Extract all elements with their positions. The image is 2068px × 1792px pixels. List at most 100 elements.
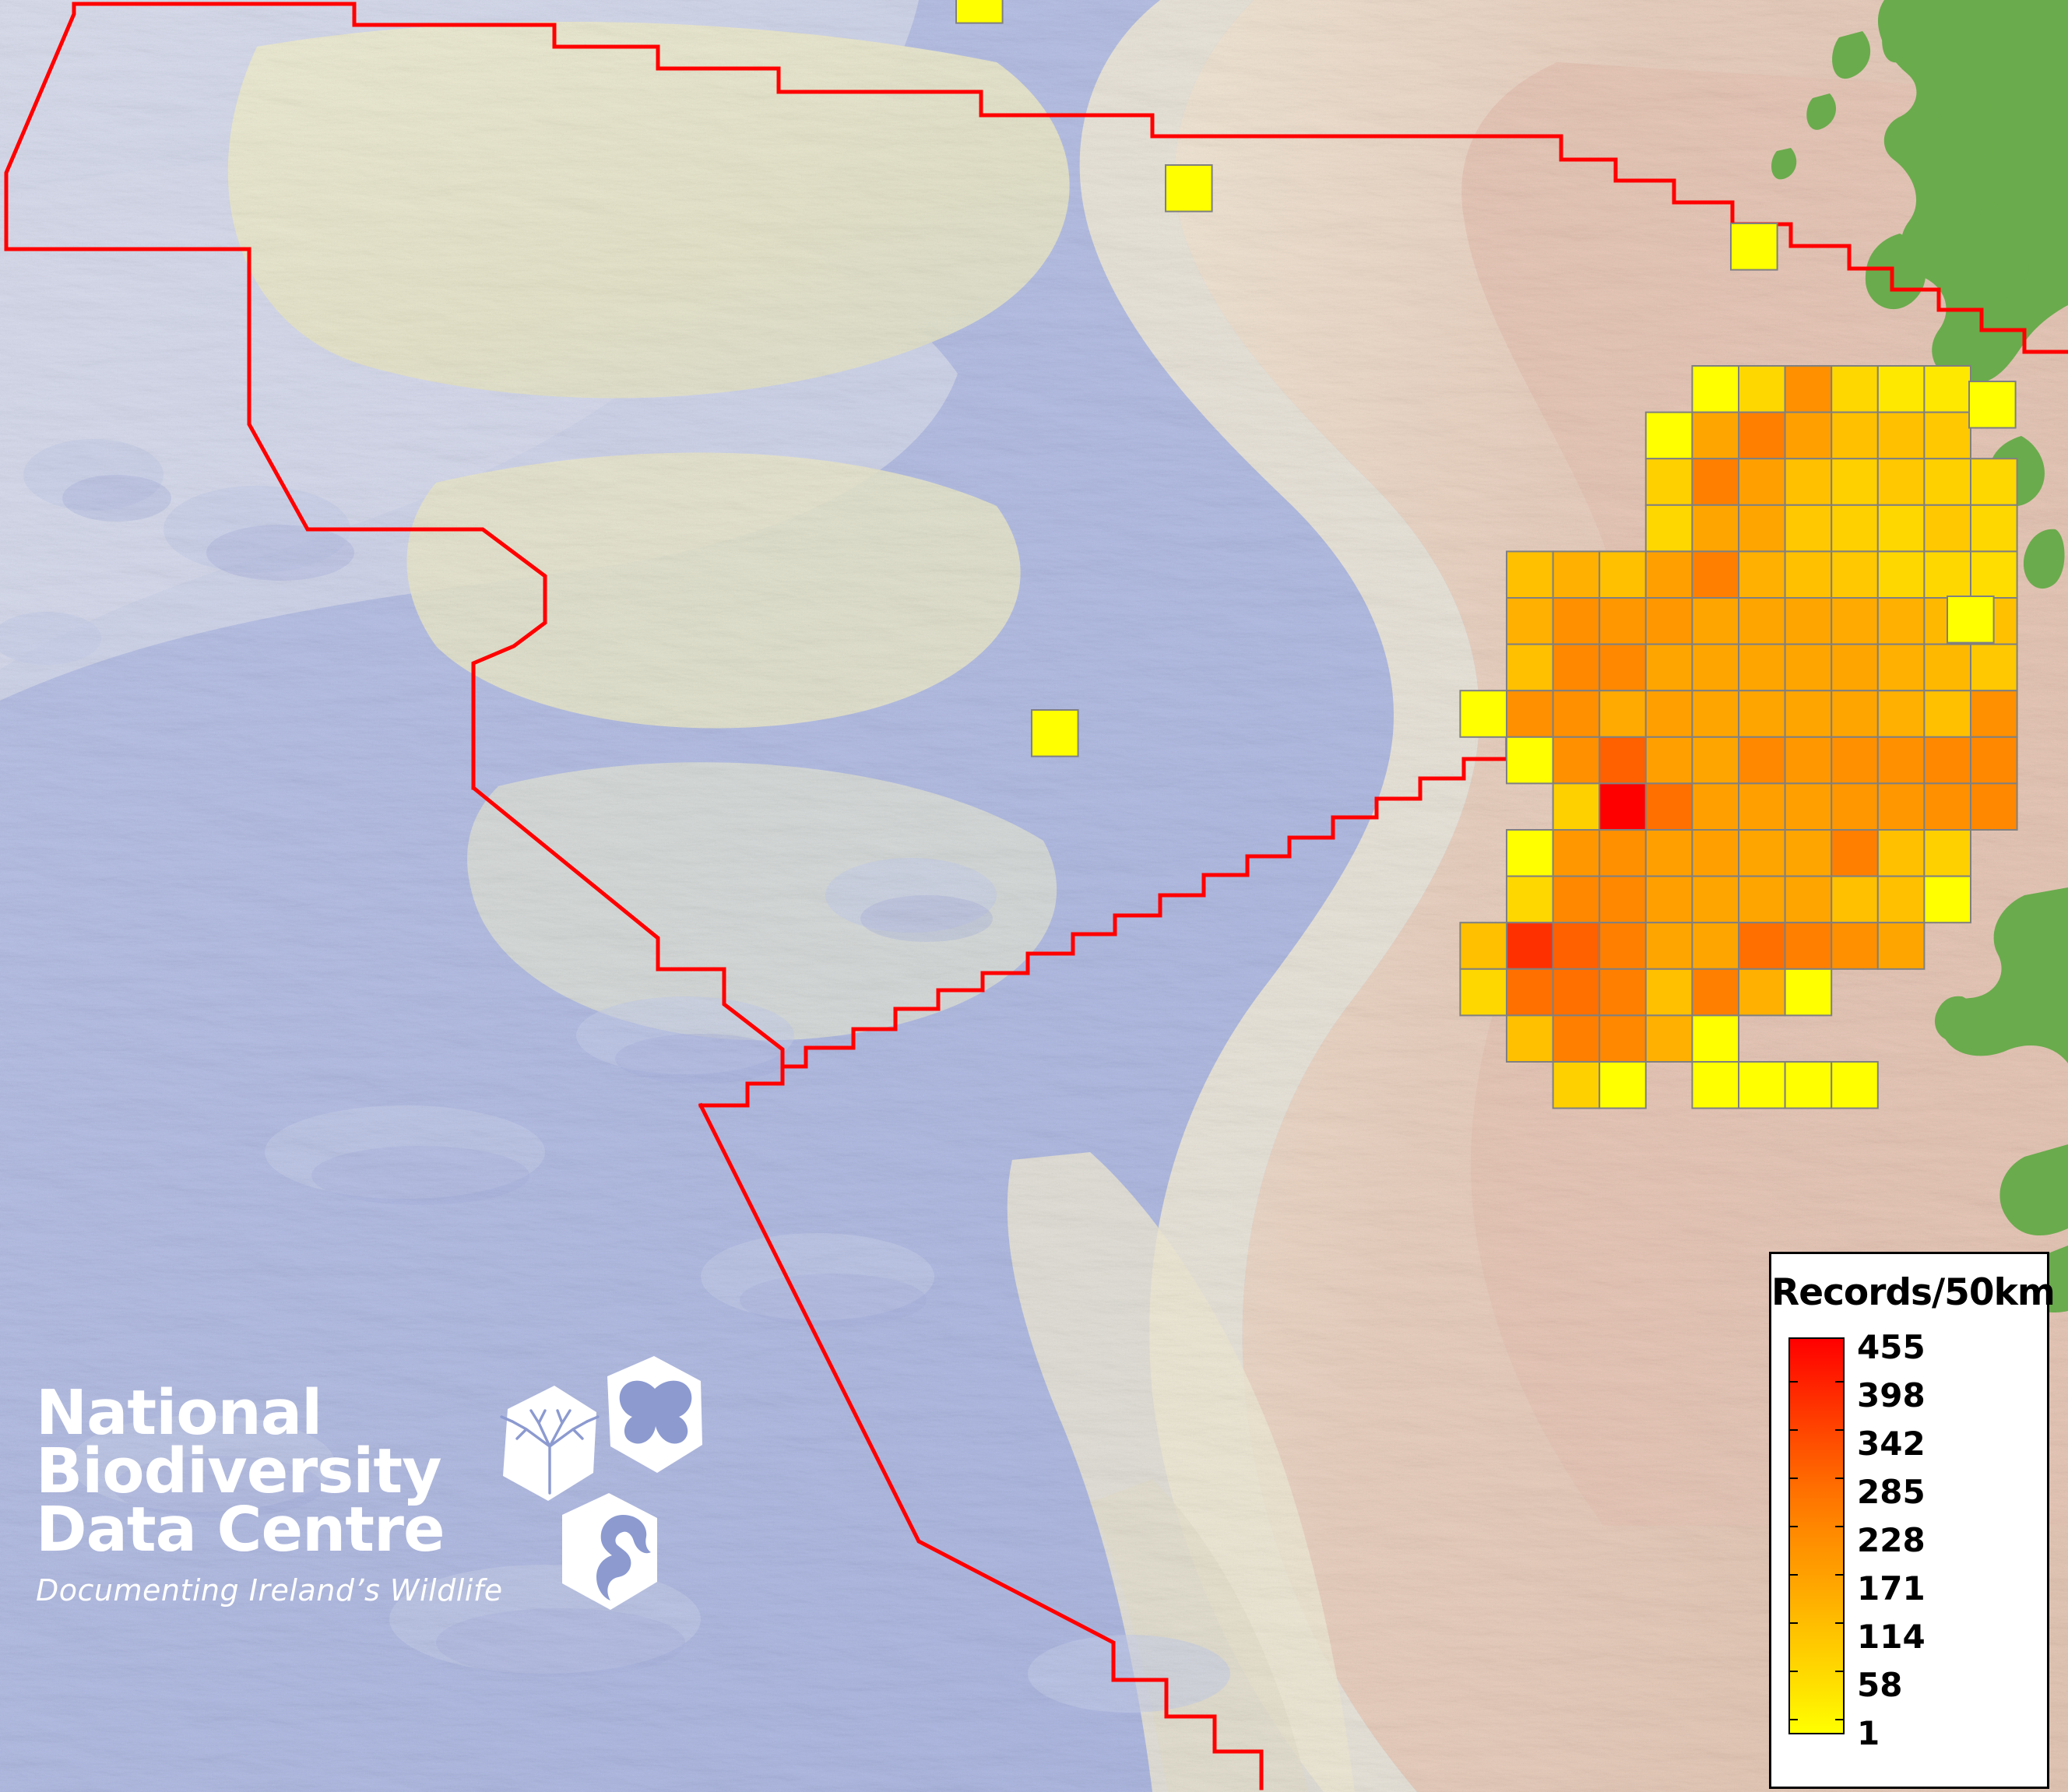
- logo-hexagon-marks: [500, 1356, 702, 1610]
- grid-cell: [1831, 1061, 1879, 1109]
- grid-cell: [1784, 968, 1833, 1017]
- grid-cell: [1459, 968, 1508, 1017]
- grid-cell: [1552, 922, 1601, 970]
- grid-cell: [1598, 643, 1647, 692]
- grid-cell: [1784, 597, 1833, 645]
- grid-cell: [1738, 875, 1786, 924]
- legend-label: 114: [1857, 1618, 1926, 1656]
- grid-cell: [1923, 736, 1971, 785]
- legend-label: 398: [1857, 1376, 1926, 1414]
- grid-cell: [1784, 365, 1833, 413]
- grid-cell: [1923, 550, 1971, 599]
- grid-cell: [1738, 736, 1786, 785]
- grid-cell: [1644, 597, 1693, 645]
- grid-cell: [1644, 550, 1693, 599]
- legend-label: 1: [1857, 1714, 1880, 1752]
- grid-cell: [1691, 458, 1739, 506]
- grid-cell: [1644, 968, 1693, 1017]
- grid-cell: [1831, 550, 1879, 599]
- grid-cell: [1644, 1014, 1693, 1063]
- grid-cell: [1552, 690, 1601, 738]
- grid-cell: [1784, 736, 1833, 785]
- grid-cell: [1784, 643, 1833, 692]
- grid-cell: [1738, 458, 1786, 506]
- grid-cell: [1598, 736, 1647, 785]
- grid-cell: [1923, 411, 1971, 460]
- grid-cell: [1506, 690, 1554, 738]
- legend-label: 285: [1857, 1473, 1926, 1511]
- grid-cell: [1459, 690, 1508, 738]
- grid-cell: [1691, 829, 1739, 877]
- grid-cell-outlier: [1730, 223, 1778, 271]
- grid-cell: [1691, 411, 1739, 460]
- grid-cell: [1831, 643, 1879, 692]
- grid-cell: [1784, 458, 1833, 506]
- grid-cell: [1506, 736, 1554, 785]
- grid-cell: [1644, 782, 1693, 831]
- grid-cell: [1831, 411, 1879, 460]
- grid-cell: [1784, 690, 1833, 738]
- grid-cell: [1784, 411, 1833, 460]
- grid-cell: [1784, 782, 1833, 831]
- grid-cell: [1644, 875, 1693, 924]
- grid-cell: [1970, 550, 2018, 599]
- grid-cell: [1876, 736, 1926, 785]
- grid-cell: [1738, 782, 1786, 831]
- grid-cell: [1831, 829, 1879, 877]
- grid-cell: [1831, 922, 1879, 970]
- grid-cell: [1552, 782, 1601, 831]
- grid-cell: [1691, 643, 1739, 692]
- logo-tagline: Documenting Ireland’s Wildlife: [36, 1573, 503, 1608]
- grid-cell: [1923, 690, 1971, 738]
- grid-cell: [1923, 782, 1971, 831]
- grid-cell: [1876, 643, 1926, 692]
- grid-cell: [1923, 875, 1971, 924]
- grid-cell: [1738, 922, 1786, 970]
- grid-cell: [1552, 968, 1601, 1017]
- grid-cell: [1970, 690, 2018, 738]
- grid-cell: [1552, 829, 1601, 877]
- legend-title: Records/50km: [1771, 1271, 2056, 1314]
- grid-cell-outlier: [1031, 709, 1079, 757]
- grid-cell: [1970, 736, 2018, 785]
- logo-line-3: Data Centre: [36, 1494, 445, 1566]
- grid-cell: [1506, 829, 1554, 877]
- grid-cell: [1691, 782, 1739, 831]
- grid-cell: [1598, 1014, 1647, 1063]
- grid-cell: [1506, 875, 1554, 924]
- grid-cell: [1876, 690, 1926, 738]
- grid-cell: [1738, 411, 1786, 460]
- grid-cell: [1876, 922, 1926, 970]
- grid-cell: [1459, 922, 1508, 970]
- grid-cell: [1970, 782, 2018, 831]
- grid-cell: [1506, 643, 1554, 692]
- grid-cell: [1598, 690, 1647, 738]
- grid-cell: [1598, 875, 1647, 924]
- grid-cell: [1691, 736, 1739, 785]
- grid-cell: [1876, 782, 1926, 831]
- grid-cell: [1691, 1014, 1739, 1063]
- grid-cell: [1738, 643, 1786, 692]
- legend-labels: 455 398 342 285 228 171 114 58 1: [1857, 1326, 2036, 1762]
- grid-cell: [1691, 875, 1739, 924]
- legend-label: 228: [1857, 1521, 1926, 1559]
- grid-cell: [1831, 504, 1879, 553]
- grid-cell: [1506, 922, 1554, 970]
- grid-cell: [1738, 1061, 1786, 1109]
- legend-color-ramp: [1788, 1337, 1845, 1734]
- grid-cell: [1784, 875, 1833, 924]
- grid-cell: [1691, 1061, 1739, 1109]
- grid-cell: [1644, 690, 1693, 738]
- grid-cell: [1876, 365, 1926, 413]
- grid-cell: [1691, 690, 1739, 738]
- grid-cell: [1552, 875, 1601, 924]
- grid-cell-outlier: [1947, 596, 1995, 644]
- grid-cell: [1923, 829, 1971, 877]
- grid-cell: [1876, 504, 1926, 553]
- grid-cell: [1598, 597, 1647, 645]
- grid-cell: [1923, 365, 1971, 413]
- grid-cell: [1598, 922, 1647, 970]
- grid-cell: [1970, 643, 2018, 692]
